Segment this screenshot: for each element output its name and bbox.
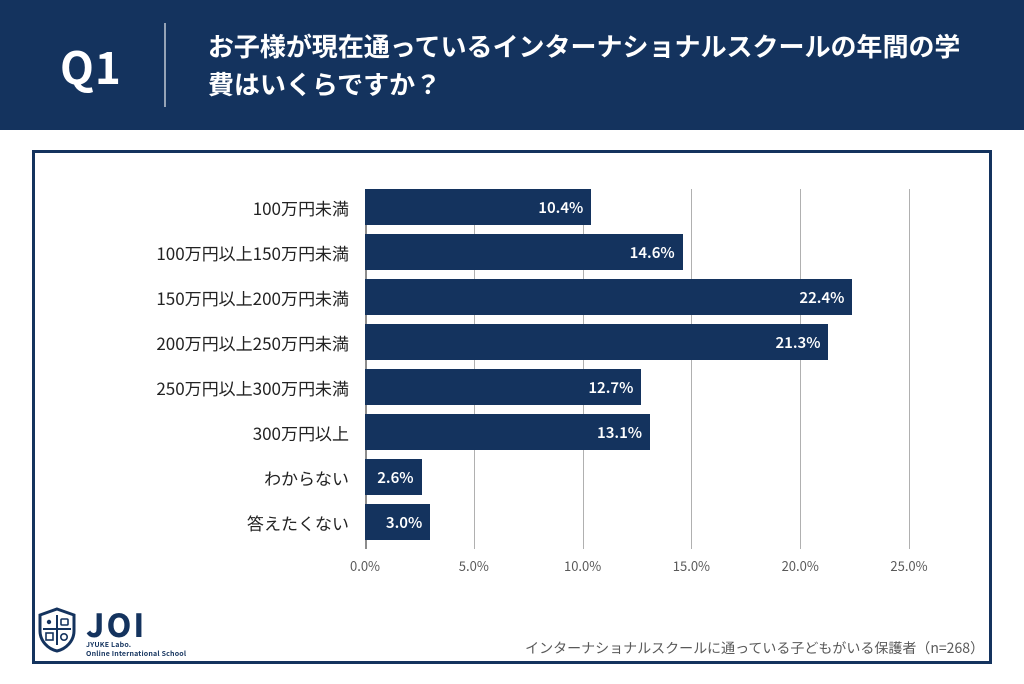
bar-value-label: 14.6%	[630, 242, 675, 263]
shield-icon	[36, 607, 78, 658]
bar: 21.3%	[365, 324, 828, 360]
bar-value-label: 2.6%	[377, 467, 413, 488]
bar: 10.4%	[365, 189, 591, 225]
category-label: 答えたくない	[247, 510, 365, 535]
bar: 2.6%	[365, 459, 422, 495]
bar-row: 200万円以上250万円未満21.3%	[365, 324, 909, 360]
bar-value-label: 3.0%	[386, 512, 422, 533]
category-label: 100万円未満	[253, 195, 365, 220]
bar: 22.4%	[365, 279, 852, 315]
category-label: 200万円以上250万円未満	[156, 330, 365, 355]
x-tick-label: 0.0%	[350, 556, 380, 575]
bar: 12.7%	[365, 369, 641, 405]
bar: 14.6%	[365, 234, 683, 270]
bars-layer: 100万円未満10.4% 100万円以上150万円未満14.6% 150万円以上20…	[365, 189, 909, 549]
bar-row: 100万円以上150万円未満14.6%	[365, 234, 909, 270]
bar-row: 100万円未満10.4%	[365, 189, 909, 225]
bar-chart: 0.0%5.0%10.0%15.0%20.0%25.0% 100万円未満10.4…	[75, 189, 949, 589]
bar-row: 150万円以上200万円未満22.4%	[365, 279, 909, 315]
logo: JOI JYUKE Labo. Online International Sch…	[36, 607, 186, 658]
category-label: 150万円以上200万円未満	[156, 285, 365, 310]
question-number: Q1	[60, 23, 166, 107]
bar-row: 300万円以上13.1%	[365, 414, 909, 450]
category-label: 300万円以上	[253, 420, 365, 445]
plot-area: 0.0%5.0%10.0%15.0%20.0%25.0% 100万円未満10.4…	[365, 189, 909, 549]
x-tick-label: 25.0%	[890, 556, 927, 575]
category-label: わからない	[264, 465, 365, 490]
question-header: Q1 お子様が現在通っているインターナショナルスクールの年間の学費はいくらですか…	[0, 0, 1024, 130]
logo-sub2: Online International School	[86, 651, 186, 658]
bar-row: 250万円以上300万円未満12.7%	[365, 369, 909, 405]
category-label: 250万円以上300万円未満	[156, 375, 365, 400]
bar-value-label: 10.4%	[538, 197, 583, 218]
x-tick-label: 20.0%	[782, 556, 819, 575]
sample-caption: インターナショナルスクールに通っている子どもがいる保護者（n=268）	[525, 638, 984, 658]
x-tick-label: 10.0%	[564, 556, 601, 575]
logo-sub1: JYUKE Labo.	[86, 642, 186, 649]
bar-row: わからない2.6%	[365, 459, 909, 495]
x-tick-label: 5.0%	[459, 556, 489, 575]
gridline	[909, 189, 910, 549]
category-label: 100万円以上150万円未満	[156, 240, 365, 265]
bar-row: 答えたくない3.0%	[365, 504, 909, 540]
footer: JOI JYUKE Labo. Online International Sch…	[36, 607, 984, 658]
x-tick-label: 15.0%	[673, 556, 710, 575]
bar-value-label: 21.3%	[775, 332, 820, 353]
bar: 3.0%	[365, 504, 430, 540]
logo-name: JOI	[86, 608, 186, 640]
chart-card: 0.0%5.0%10.0%15.0%20.0%25.0% 100万円未満10.4…	[32, 150, 992, 664]
bar-value-label: 12.7%	[588, 377, 633, 398]
bar: 13.1%	[365, 414, 650, 450]
bar-value-label: 13.1%	[597, 422, 642, 443]
question-text: お子様が現在通っているインターナショナルスクールの年間の学費はいくらですか？	[166, 27, 980, 102]
bar-value-label: 22.4%	[799, 287, 844, 308]
